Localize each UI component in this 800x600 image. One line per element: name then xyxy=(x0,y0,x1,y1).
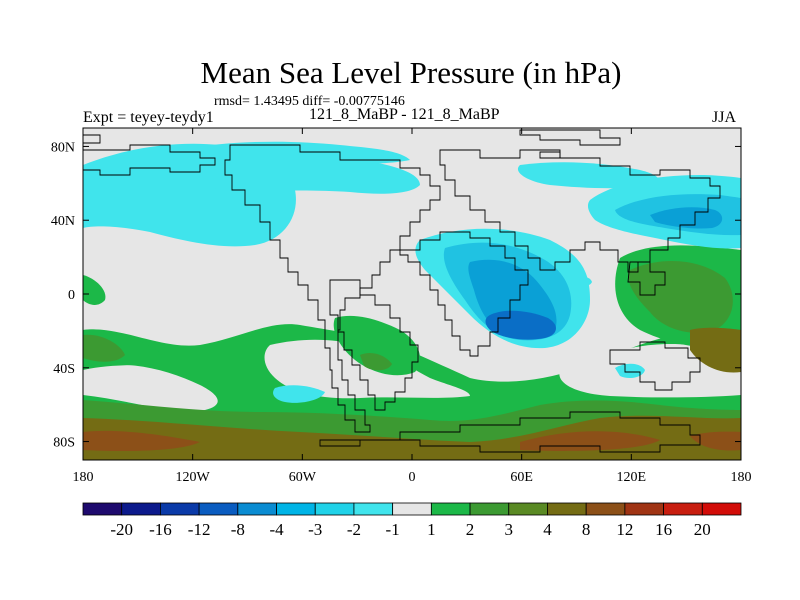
colorbar-label: 16 xyxy=(655,520,672,539)
colorbar-label: -3 xyxy=(308,520,322,539)
lat-tick-label: 80N xyxy=(51,140,75,155)
colorbar-swatch xyxy=(508,502,548,516)
colorbar-swatch xyxy=(701,502,742,516)
coastline-segment xyxy=(519,129,621,146)
coastline-segment xyxy=(329,279,419,411)
south-atlantic-negative-blob xyxy=(273,385,325,403)
western-pacific-positive-mid xyxy=(628,260,733,333)
tropical-pacific-positive-west xyxy=(83,275,106,305)
colorbar-label: 2 xyxy=(466,520,475,539)
colorbar-swatch xyxy=(430,502,471,516)
chart-title: Mean Sea Level Pressure (in hPa) xyxy=(200,55,622,90)
lon-tick-label: 180 xyxy=(731,470,752,485)
colorbar-swatch xyxy=(82,502,123,516)
lon-tick-label: 120W xyxy=(176,470,211,485)
colorbar-swatch xyxy=(353,502,394,516)
south-america-positive-core xyxy=(360,353,392,371)
colorbar-swatch xyxy=(237,502,277,516)
colorbar-swatch xyxy=(624,502,664,516)
south-indian-negative-blob xyxy=(615,363,645,378)
rmsd-diff-stats: rmsd= 1.43495 diff= -0.00775146 xyxy=(214,94,405,109)
colorbar-swatch xyxy=(276,502,316,516)
lat-tick-label: 80S xyxy=(53,436,75,451)
latitude-ticks: 80N 40N 0 40S 80S xyxy=(51,140,741,451)
lat-tick-label: 40N xyxy=(51,214,75,229)
southeast-australia-positive xyxy=(690,327,741,373)
colorbar-label: -2 xyxy=(347,520,361,539)
lon-tick-label: 0 xyxy=(409,470,416,485)
colorbar-swatch xyxy=(314,502,355,516)
colorbar-swatch xyxy=(392,502,432,516)
colorbar-label: 12 xyxy=(616,520,633,539)
coastline-segment xyxy=(319,411,701,453)
case-comparison-label: 121_8_MaBP - 121_8_MaBP xyxy=(309,106,500,123)
coastline-segment xyxy=(539,151,561,159)
west-atlantic-negative-spot xyxy=(573,276,592,287)
southern-neutral-gap xyxy=(83,364,218,412)
colorbar-swatch xyxy=(198,502,239,516)
south-atlantic-neutral xyxy=(264,339,470,399)
lat-tick-label: 0 xyxy=(68,288,75,303)
colorbar-label: -8 xyxy=(231,520,245,539)
coastline-segment xyxy=(627,261,666,296)
colorbar-label: -1 xyxy=(386,520,400,539)
lon-tick-label: 60W xyxy=(289,470,317,485)
coastline-segment xyxy=(439,149,721,273)
longitude-ticks: 180 120W 60W 0 60E 120E 180 xyxy=(73,128,752,485)
coastline-segment xyxy=(399,231,529,357)
colorbar-swatch xyxy=(585,502,626,516)
experiment-label: Expt = teyey-teydy1 xyxy=(83,109,214,126)
colorbar-label: 8 xyxy=(582,520,591,539)
colorbar-label: -16 xyxy=(149,520,172,539)
colorbar: -20 -16 -12 -8 -4 -3 -2 -1 1 2 3 4 8 12 16 20 xyxy=(82,502,742,539)
indian-ocean-neutral xyxy=(559,344,741,398)
colorbar-label: 20 xyxy=(694,520,711,539)
colorbar-swatch xyxy=(547,502,587,516)
arctic-negative-east xyxy=(517,162,659,189)
arctic-negative-west xyxy=(180,141,410,165)
colorbar-label: 1 xyxy=(427,520,436,539)
lon-tick-label: 120E xyxy=(617,470,647,485)
colorbar-swatch xyxy=(160,502,200,516)
colorbar-label: 4 xyxy=(543,520,552,539)
lon-tick-label: 60E xyxy=(510,470,533,485)
coastlines xyxy=(83,128,721,453)
north-pacific-east-negative-deep xyxy=(650,207,723,229)
southeast-pacific-positive xyxy=(83,334,125,362)
coastline-segment xyxy=(83,128,101,144)
lat-tick-label: 40S xyxy=(53,362,75,377)
colorbar-label: -4 xyxy=(269,520,284,539)
coastline-segment xyxy=(83,144,216,176)
coastline-segment xyxy=(609,341,701,391)
anomaly-field xyxy=(83,128,741,460)
colorbar-swatch xyxy=(469,502,510,516)
coastline-segment xyxy=(224,144,441,433)
colorbar-label: 3 xyxy=(505,520,514,539)
colorbar-label: -12 xyxy=(188,520,211,539)
colorbar-label: -20 xyxy=(110,520,133,539)
colorbar-swatch xyxy=(121,502,161,516)
lon-tick-label: 180 xyxy=(73,470,94,485)
colorbar-swatch xyxy=(663,502,703,516)
season-label: JJA xyxy=(712,109,737,126)
arctic-neutral-top xyxy=(83,128,741,151)
south-america-positive xyxy=(333,315,420,376)
